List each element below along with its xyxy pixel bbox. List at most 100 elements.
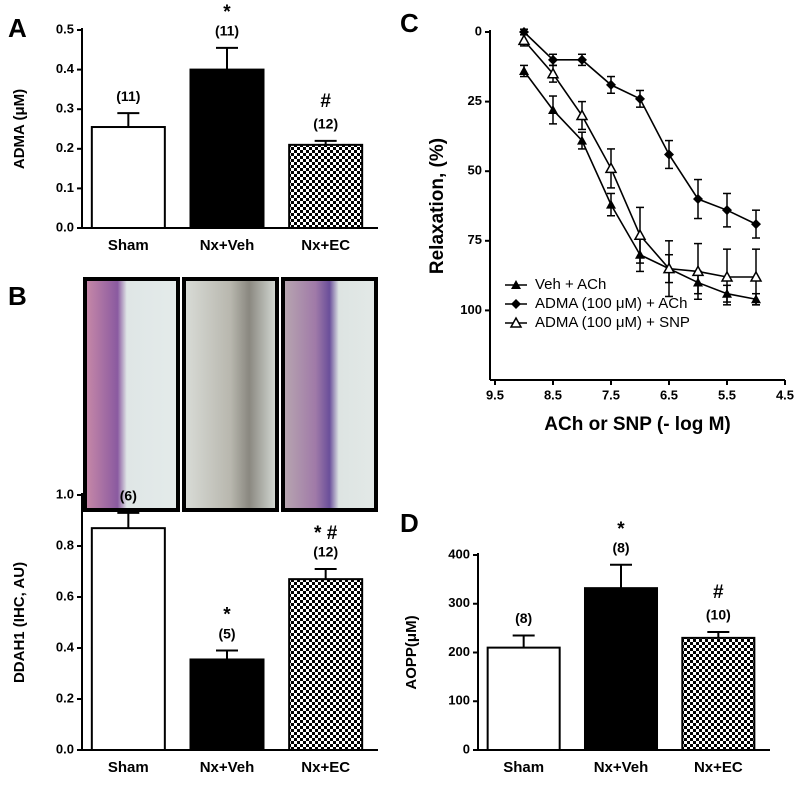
y-tick-label: 75	[468, 232, 482, 247]
marker	[662, 262, 676, 274]
annotation: *	[223, 2, 231, 23]
marker	[749, 270, 763, 282]
marker	[691, 264, 705, 277]
marker	[664, 149, 674, 160]
y-tick-label: 0	[475, 23, 482, 38]
x-tick-label: 5.5	[718, 387, 736, 402]
y-tick-label: 0.3	[56, 101, 74, 116]
legend-marker	[511, 299, 521, 309]
x-tick-label: Sham	[108, 237, 149, 254]
legend-label: Veh + ACh	[535, 276, 606, 293]
legend-label: ADMA (100 μM) + SNP	[535, 314, 690, 331]
y-tick-label: 0.6	[56, 588, 74, 603]
x-tick-label: 6.5	[660, 387, 678, 402]
marker	[633, 228, 647, 240]
y-tick-label: 0.1	[56, 180, 74, 195]
annotation: (11)	[116, 88, 140, 104]
panel-label: D	[400, 508, 419, 538]
bar	[189, 658, 265, 751]
histology-image	[281, 277, 378, 512]
bar	[583, 587, 659, 752]
annotation: (10)	[706, 607, 731, 623]
annotation: (12)	[313, 116, 338, 132]
x-tick-label: Nx+EC	[301, 759, 350, 776]
legend-label: ADMA (100 μM) + ACh	[535, 295, 687, 312]
y-tick-label: 100	[460, 302, 482, 317]
histology-image	[83, 277, 180, 512]
annotation: (6)	[120, 488, 137, 504]
y-tick-label: 0.5	[56, 21, 74, 36]
marker	[577, 54, 587, 65]
bar	[90, 126, 166, 229]
y-tick-label: 1.0	[56, 486, 74, 501]
marker	[751, 219, 761, 230]
y-axis-title: Relaxation, (%)	[427, 138, 448, 274]
panel-label: A	[8, 13, 27, 43]
x-tick-label: Nx+Veh	[200, 759, 255, 776]
y-tick-label: 200	[448, 644, 470, 659]
y-tick-label: 100	[448, 693, 470, 708]
y-tick-label: 0.4	[56, 61, 75, 76]
marker	[635, 93, 645, 104]
y-tick-label: 0.4	[56, 639, 75, 654]
y-tick-label: 0.8	[56, 537, 74, 552]
y-tick-label: 0.0	[56, 219, 74, 234]
annotation: (8)	[612, 539, 629, 555]
annotation: *	[223, 605, 231, 626]
marker	[604, 161, 618, 174]
x-tick-label: 4.5	[776, 387, 794, 402]
annotation: (8)	[515, 610, 532, 626]
x-tick-label: 8.5	[544, 387, 562, 402]
x-tick-label: Sham	[108, 759, 149, 776]
y-tick-label: 300	[448, 595, 470, 610]
histology-images	[83, 277, 378, 512]
marker	[548, 54, 558, 65]
marker	[517, 33, 531, 46]
marker	[606, 79, 616, 90]
y-axis-title: AOPP(μM)	[403, 615, 420, 689]
x-tick-label: Nx+EC	[301, 237, 350, 254]
y-tick-label: 0.2	[56, 690, 74, 705]
legend-marker	[511, 280, 521, 289]
histology-image	[182, 277, 279, 512]
marker	[606, 199, 616, 209]
bar	[288, 143, 364, 229]
y-tick-label: 0	[463, 741, 470, 756]
marker	[693, 194, 703, 205]
annotation: (12)	[313, 544, 338, 560]
annotation: (5)	[218, 625, 235, 641]
marker	[546, 67, 560, 79]
y-axis-title: ADMA (μM)	[11, 89, 28, 169]
annotation: *	[617, 519, 625, 540]
bar	[681, 636, 756, 751]
marker	[575, 108, 589, 121]
y-tick-label: 400	[448, 546, 470, 561]
y-tick-label: 0.2	[56, 140, 74, 155]
marker	[548, 104, 558, 114]
marker	[577, 135, 587, 145]
x-tick-label: 9.5	[486, 387, 504, 402]
y-axis-title: DDAH1 (IHC, AU)	[11, 562, 28, 683]
bar	[90, 527, 166, 752]
panel-label: B	[8, 281, 27, 311]
annotation: * #	[314, 523, 338, 544]
series-line	[523, 31, 757, 225]
y-tick-label: 25	[468, 93, 482, 108]
y-tick-label: 50	[468, 163, 482, 178]
bar	[288, 578, 364, 752]
bar	[189, 68, 265, 229]
annotation: (11)	[215, 23, 239, 39]
bar	[486, 646, 561, 751]
marker	[722, 205, 732, 216]
x-tick-label: 7.5	[602, 387, 620, 402]
x-tick-label: Sham	[503, 759, 544, 776]
annotation: #	[713, 582, 724, 603]
x-tick-label: Nx+Veh	[200, 237, 255, 254]
y-tick-label: 0.0	[56, 741, 74, 756]
x-tick-label: Nx+Veh	[594, 759, 649, 776]
marker	[519, 65, 529, 75]
legend-marker	[509, 316, 523, 328]
annotation: #	[320, 91, 331, 112]
x-axis-title: ACh or SNP (- log M)	[544, 414, 730, 435]
